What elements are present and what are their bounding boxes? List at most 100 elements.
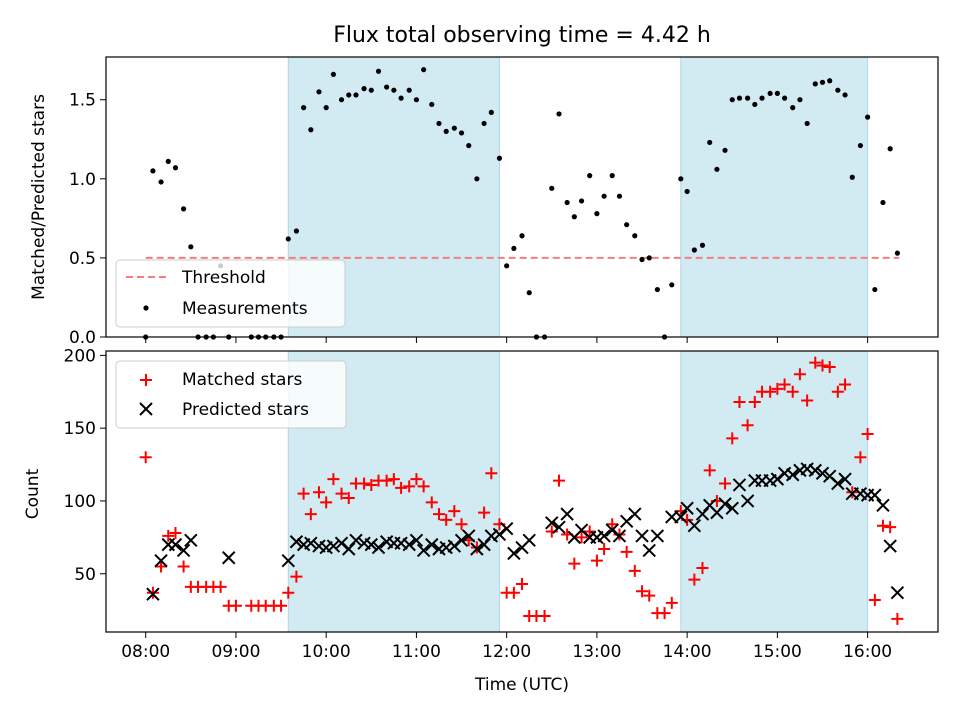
measurement-point-30 — [384, 84, 390, 90]
matched-point-98 — [884, 521, 897, 534]
matched-point-56 — [568, 557, 581, 570]
measurement-point-94 — [865, 114, 871, 120]
predicted-point-15 — [342, 542, 356, 556]
measurement-point-27 — [361, 86, 367, 92]
measurement-point-82 — [774, 90, 780, 96]
predicted-point-84 — [883, 539, 897, 553]
measurement-point-31 — [391, 87, 397, 93]
measurement-point-46 — [504, 263, 510, 269]
predicted-point-78 — [838, 472, 852, 486]
predicted-point-39 — [522, 533, 536, 547]
matched-point-80 — [748, 395, 761, 408]
matched-point-82 — [764, 385, 777, 398]
measurement-point-2 — [158, 179, 164, 185]
predicted-point-77 — [831, 476, 845, 491]
measurement-point-41 — [466, 142, 472, 149]
measurement-point-22 — [323, 105, 329, 111]
measurement-point-55 — [571, 214, 577, 220]
measurement-point-96 — [880, 199, 886, 206]
predicted-point-82 — [868, 488, 882, 502]
measurement-point-80 — [759, 95, 765, 101]
measurement-point-32 — [398, 95, 404, 101]
measurement-point-39 — [451, 125, 457, 131]
measurement-point-3 — [165, 158, 171, 165]
bottom-y-axis-label: Count — [23, 468, 43, 519]
matched-point-95 — [861, 427, 874, 440]
measurement-point-92 — [849, 174, 855, 180]
matched-point-31 — [380, 474, 393, 487]
measurement-point-97 — [887, 146, 893, 152]
predicted-point-49 — [612, 529, 627, 543]
predicted-point-57 — [680, 501, 694, 515]
measurement-point-70 — [684, 188, 690, 195]
matched-point-84 — [778, 378, 791, 391]
measurement-point-98 — [894, 250, 900, 256]
threshold-legend-label: Threshold — [181, 268, 266, 288]
top-y-tick-label-2: 1.0 — [69, 170, 96, 190]
top-legend-box — [115, 259, 346, 328]
top-observing-span-2 — [680, 56, 869, 338]
predicted-point-53 — [642, 543, 656, 558]
top-y-axis-label: Matched/Predicted stars — [29, 94, 49, 300]
matched-point-26 — [342, 492, 355, 505]
predicted-point-26 — [425, 537, 439, 552]
measurement-point-42 — [474, 176, 480, 182]
predicted-point-16 — [349, 533, 363, 547]
predicted-point-4 — [176, 543, 191, 558]
matched-point-21 — [304, 508, 317, 521]
matched-point-60 — [598, 543, 611, 556]
matched-point-39 — [440, 513, 453, 526]
matched-point-69 — [665, 596, 678, 609]
bottom-y-tick-label-2: 150 — [64, 419, 96, 439]
measurement-point-54 — [564, 199, 570, 206]
matched-point-40 — [448, 505, 461, 518]
predicted-point-5 — [184, 533, 198, 547]
matched-point-35 — [410, 473, 423, 486]
measurement-point-88 — [819, 79, 826, 85]
measurement-point-28 — [368, 87, 374, 93]
matched-point-72 — [688, 573, 701, 586]
matched-point-33 — [395, 481, 408, 494]
top-axes-frame — [105, 56, 939, 338]
measurement-point-83 — [781, 95, 788, 101]
measurement-point-6 — [188, 244, 194, 250]
measurement-point-74 — [714, 166, 720, 172]
measurement-point-77 — [736, 95, 743, 101]
matched-point-97 — [876, 519, 889, 532]
matched-point-99 — [891, 612, 904, 625]
bottom-observing-span-2 — [680, 350, 869, 633]
matched-point-41 — [455, 518, 468, 531]
matched-point-76 — [719, 477, 732, 490]
top-panel: 0.0 0.5 1.0 1.5 — [69, 56, 939, 348]
matched-point-38 — [432, 508, 445, 521]
predicted-point-75 — [815, 466, 830, 481]
predicted-point-71 — [786, 468, 800, 482]
matched-point-57 — [575, 531, 588, 544]
predicted-point-54 — [650, 529, 665, 543]
matched-legend-label: Matched stars — [182, 370, 302, 390]
top-series-1 — [143, 67, 900, 340]
measurement-point-23 — [330, 71, 337, 78]
measurement-point-36 — [429, 101, 435, 108]
predicted-point-3 — [168, 537, 183, 552]
matched-point-22 — [312, 486, 325, 499]
bottom-series-2 — [146, 462, 905, 601]
matched-point-4 — [169, 526, 182, 539]
bottom-y-tick-label-1: 100 — [64, 492, 96, 512]
matched-point-59 — [590, 554, 603, 567]
matched-point-66 — [643, 589, 656, 602]
matched-point-45 — [485, 467, 498, 480]
measurement-point-59 — [601, 193, 607, 199]
x-axis-label: Time (UTC) — [474, 675, 569, 695]
matched-point-3 — [162, 529, 175, 542]
top-legend: Threshold Measurements — [115, 259, 346, 328]
measurement-point-95 — [872, 286, 878, 293]
measurement-point-17 — [285, 236, 291, 242]
measurement-point-44 — [488, 109, 494, 115]
predicted-point-23 — [402, 537, 416, 552]
matched-point-24 — [327, 473, 340, 486]
predicted-point-74 — [808, 463, 822, 478]
matched-point-94 — [854, 451, 867, 464]
measurement-point-71 — [691, 247, 697, 253]
matched-point-2 — [155, 560, 168, 573]
